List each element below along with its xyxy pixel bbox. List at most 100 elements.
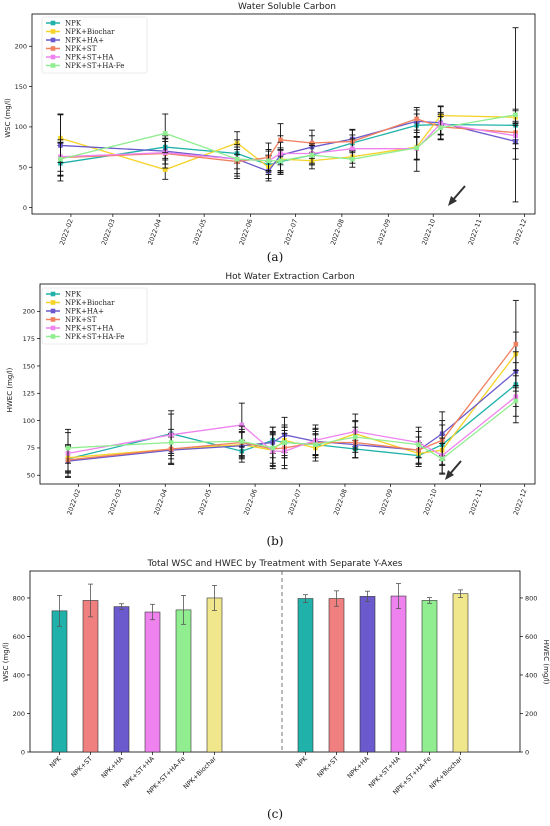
data-point (309, 152, 315, 158)
left-y-tick-label: 800 (13, 594, 25, 602)
series-npk-plus-st-plus-ha-fe (64, 385, 519, 475)
x-tick-label: 2022-07 (283, 218, 300, 246)
panel-c-left-y-axis-label: WSC (mg/l) (2, 642, 10, 682)
panel-c-bars (51, 583, 469, 753)
panel-c-plot-frame (29, 570, 521, 753)
legend-label: NPK+HA+ (65, 37, 104, 45)
panel-b-title: Hot Water Extraction Carbon (225, 272, 354, 282)
legend-label: NPK+ST (65, 45, 97, 53)
series-line-npk-plus-ha-plus (60, 120, 516, 173)
series-npk-plus-st-plus-ha-fe (57, 27, 519, 203)
x-tick-label: NPK+ST (315, 755, 339, 779)
legend-item-npk-plus-st-plus-ha: NPK+ST+HA (46, 54, 114, 62)
right-y-tick-label: 200 (525, 710, 537, 718)
y-tick-label: 100 (23, 417, 35, 425)
legend-item-npk-plus-biochar: NPK+Biochar (46, 28, 115, 36)
bar-npk-plus-st-plus-ha (390, 595, 407, 753)
bar-npk (51, 610, 68, 753)
y-tick-label: 200 (15, 43, 27, 51)
x-tick-label: 2022-04 (152, 488, 169, 516)
bar-npk-plus-biochar (206, 597, 223, 753)
series-npk (57, 110, 519, 182)
legend-marker (50, 317, 56, 322)
series-line-npk (67, 384, 517, 460)
y-tick-label: 125 (23, 390, 35, 398)
panel-b-legend: NPKNPK+BiocharNPK+HA+NPK+STNPK+ST+HANPK+… (41, 287, 148, 345)
series-line-npk-plus-ha-plus (67, 370, 517, 462)
bar-npk-plus-ha (113, 606, 130, 753)
data-point (278, 137, 283, 143)
data-point (513, 341, 519, 347)
right-y-tick-label: 800 (525, 594, 537, 602)
data-point (309, 140, 315, 146)
x-tick-label: 2022-07 (286, 488, 303, 516)
data-point (438, 125, 443, 131)
legend-label: NPK+ST (65, 316, 97, 324)
left-y-tick-label: 600 (13, 633, 25, 641)
series-line-npk-plus-st (60, 118, 516, 163)
data-point (168, 440, 174, 445)
panel-a-plot-frame (31, 13, 536, 215)
x-tick-label: 2022-05 (196, 488, 213, 516)
legend-label: NPK (65, 20, 82, 28)
y-tick-label: 150 (15, 83, 27, 91)
x-tick-label: NPK+HA (100, 754, 126, 780)
panel-b-caption: (b) (266, 534, 283, 548)
x-tick-label: 2022-02 (65, 488, 82, 516)
legend-marker (50, 20, 56, 26)
data-point (234, 156, 240, 162)
x-tick-label: 2022-06 (242, 488, 259, 516)
legend-item-npk-plus-st-plus-ha-fe: NPK+ST+HA-Fe (46, 62, 124, 70)
x-tick-label: NPK+Biochar (182, 755, 218, 791)
legend-marker (50, 334, 56, 339)
y-tick-label: 50 (19, 164, 27, 172)
panel-b-y-ticks: 50 75 100 125 150 175 200 (23, 308, 40, 480)
right-y-tick-label: 600 (525, 633, 537, 641)
x-tick-label: 2022-11 (467, 218, 484, 246)
legend-item-npk-plus-st-plus-ha: NPK+ST+HA (46, 325, 114, 333)
bar-npk-plus-st-plus-ha-fe (175, 609, 192, 753)
legend-marker (50, 300, 56, 305)
data-point (239, 439, 245, 444)
series-line-npk-plus-st-plus-ha-fe (60, 114, 516, 162)
data-point (278, 158, 283, 164)
series-npk-plus-st-plus-ha (64, 369, 519, 478)
legend-label: NPK+Biochar (65, 299, 115, 307)
legend-item-npk-plus-st: NPK+ST (46, 45, 97, 53)
legend-item-npk-plus-biochar: NPK+Biochar (46, 299, 115, 307)
bar-npk-plus-st (82, 600, 99, 753)
legend-item-npk-plus-ha-plus: NPK+HA+ (46, 37, 104, 45)
data-point (282, 440, 287, 445)
panel-c-caption: (c) (267, 807, 283, 821)
left-y-tick-label: 400 (13, 671, 25, 679)
data-point (162, 167, 168, 172)
x-tick-label: 2022-03 (107, 488, 124, 516)
y-tick-label: 75 (27, 444, 35, 452)
panel-a-arrow (448, 185, 466, 206)
legend-marker (50, 37, 56, 43)
left-y-tick-label: 0 (21, 748, 25, 756)
x-tick-label: NPK+Biochar (428, 755, 464, 791)
panel-c-y-ticks: 0 0 200 200 400 400 600 600 800 800 (13, 594, 538, 756)
legend-box (41, 16, 148, 74)
panel-a-caption: (a) (267, 250, 284, 264)
legend-label: NPK+ST+HA (65, 54, 114, 62)
x-tick-label: 2022-08 (329, 218, 346, 246)
legend-box (41, 287, 148, 345)
panel-a-y-ticks: 0 50 100 150 200 (15, 43, 32, 212)
x-tick-label: 2022-11 (468, 488, 485, 516)
data-point (513, 398, 519, 404)
legend-marker (50, 325, 56, 331)
panel-a-series (57, 27, 519, 203)
data-point (239, 422, 245, 428)
y-tick-label: 175 (23, 335, 35, 343)
legend-label: NPK+ST+HA-Fe (65, 333, 124, 341)
panel-b-series (64, 299, 519, 478)
data-point (58, 156, 63, 162)
x-tick-label: 2022-10 (420, 218, 437, 246)
x-tick-label: 2022-12 (512, 488, 529, 516)
x-tick-label: NPK (294, 754, 309, 769)
series-line-npk-plus-st-plus-ha-fe (67, 400, 517, 460)
data-point (350, 156, 355, 162)
